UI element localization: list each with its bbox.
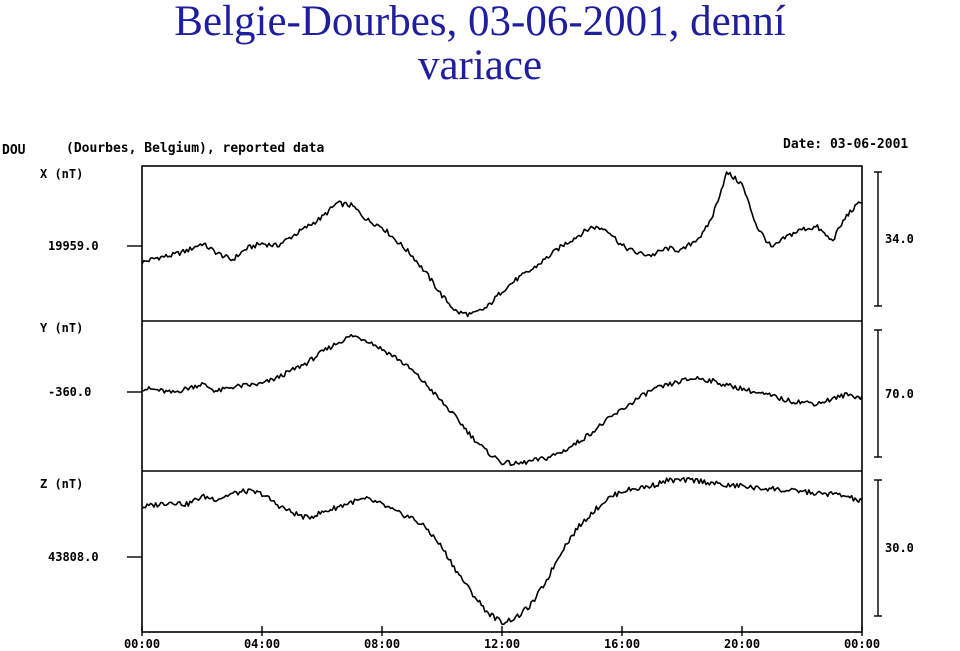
x-tick-label: 04:00 bbox=[244, 637, 280, 651]
baseline-value: 19959.0 bbox=[48, 239, 99, 253]
date-label: Date: 03-06-2001 bbox=[783, 137, 908, 152]
component-label: Z (nT) bbox=[40, 477, 83, 491]
component-label: X (nT) bbox=[40, 167, 83, 181]
scale-value: 30.0 bbox=[885, 541, 914, 555]
scale-value: 34.0 bbox=[885, 232, 914, 246]
x-tick-label: 00:00 bbox=[844, 637, 880, 651]
scale-value: 70.0 bbox=[885, 387, 914, 401]
component-label: Y (nT) bbox=[40, 321, 83, 335]
panel-1: X (nT) 19959.0 34.0 bbox=[40, 167, 914, 322]
baseline-value: 43808.0 bbox=[48, 550, 99, 564]
trace-line bbox=[141, 171, 863, 318]
panel-3: Z (nT) 43808.0 30.0 bbox=[40, 476, 914, 626]
station-code: DOU bbox=[2, 143, 26, 158]
slide-title-line-1: Belgie-Dourbes, 03-06-2001, denní bbox=[174, 0, 786, 45]
slide-title-line-2: variace bbox=[417, 42, 543, 89]
station-description: (Dourbes, Belgium), reported data bbox=[66, 141, 324, 156]
plot-frame bbox=[141, 165, 863, 633]
x-tick-label: 00:00 bbox=[124, 637, 160, 651]
baseline-value: -360.0 bbox=[48, 385, 91, 399]
panel-2: Y (nT) -360.0 70.0 bbox=[40, 321, 914, 472]
x-tick-label: 20:00 bbox=[724, 637, 760, 651]
x-tick-label: 08:00 bbox=[364, 637, 400, 651]
trace-line bbox=[141, 333, 863, 467]
slide-title: Belgie-Dourbes, 03-06-2001, denní variac… bbox=[0, 0, 960, 88]
trace-line bbox=[141, 476, 863, 626]
x-tick-label: 12:00 bbox=[484, 637, 520, 651]
x-tick-label: 16:00 bbox=[604, 637, 640, 651]
